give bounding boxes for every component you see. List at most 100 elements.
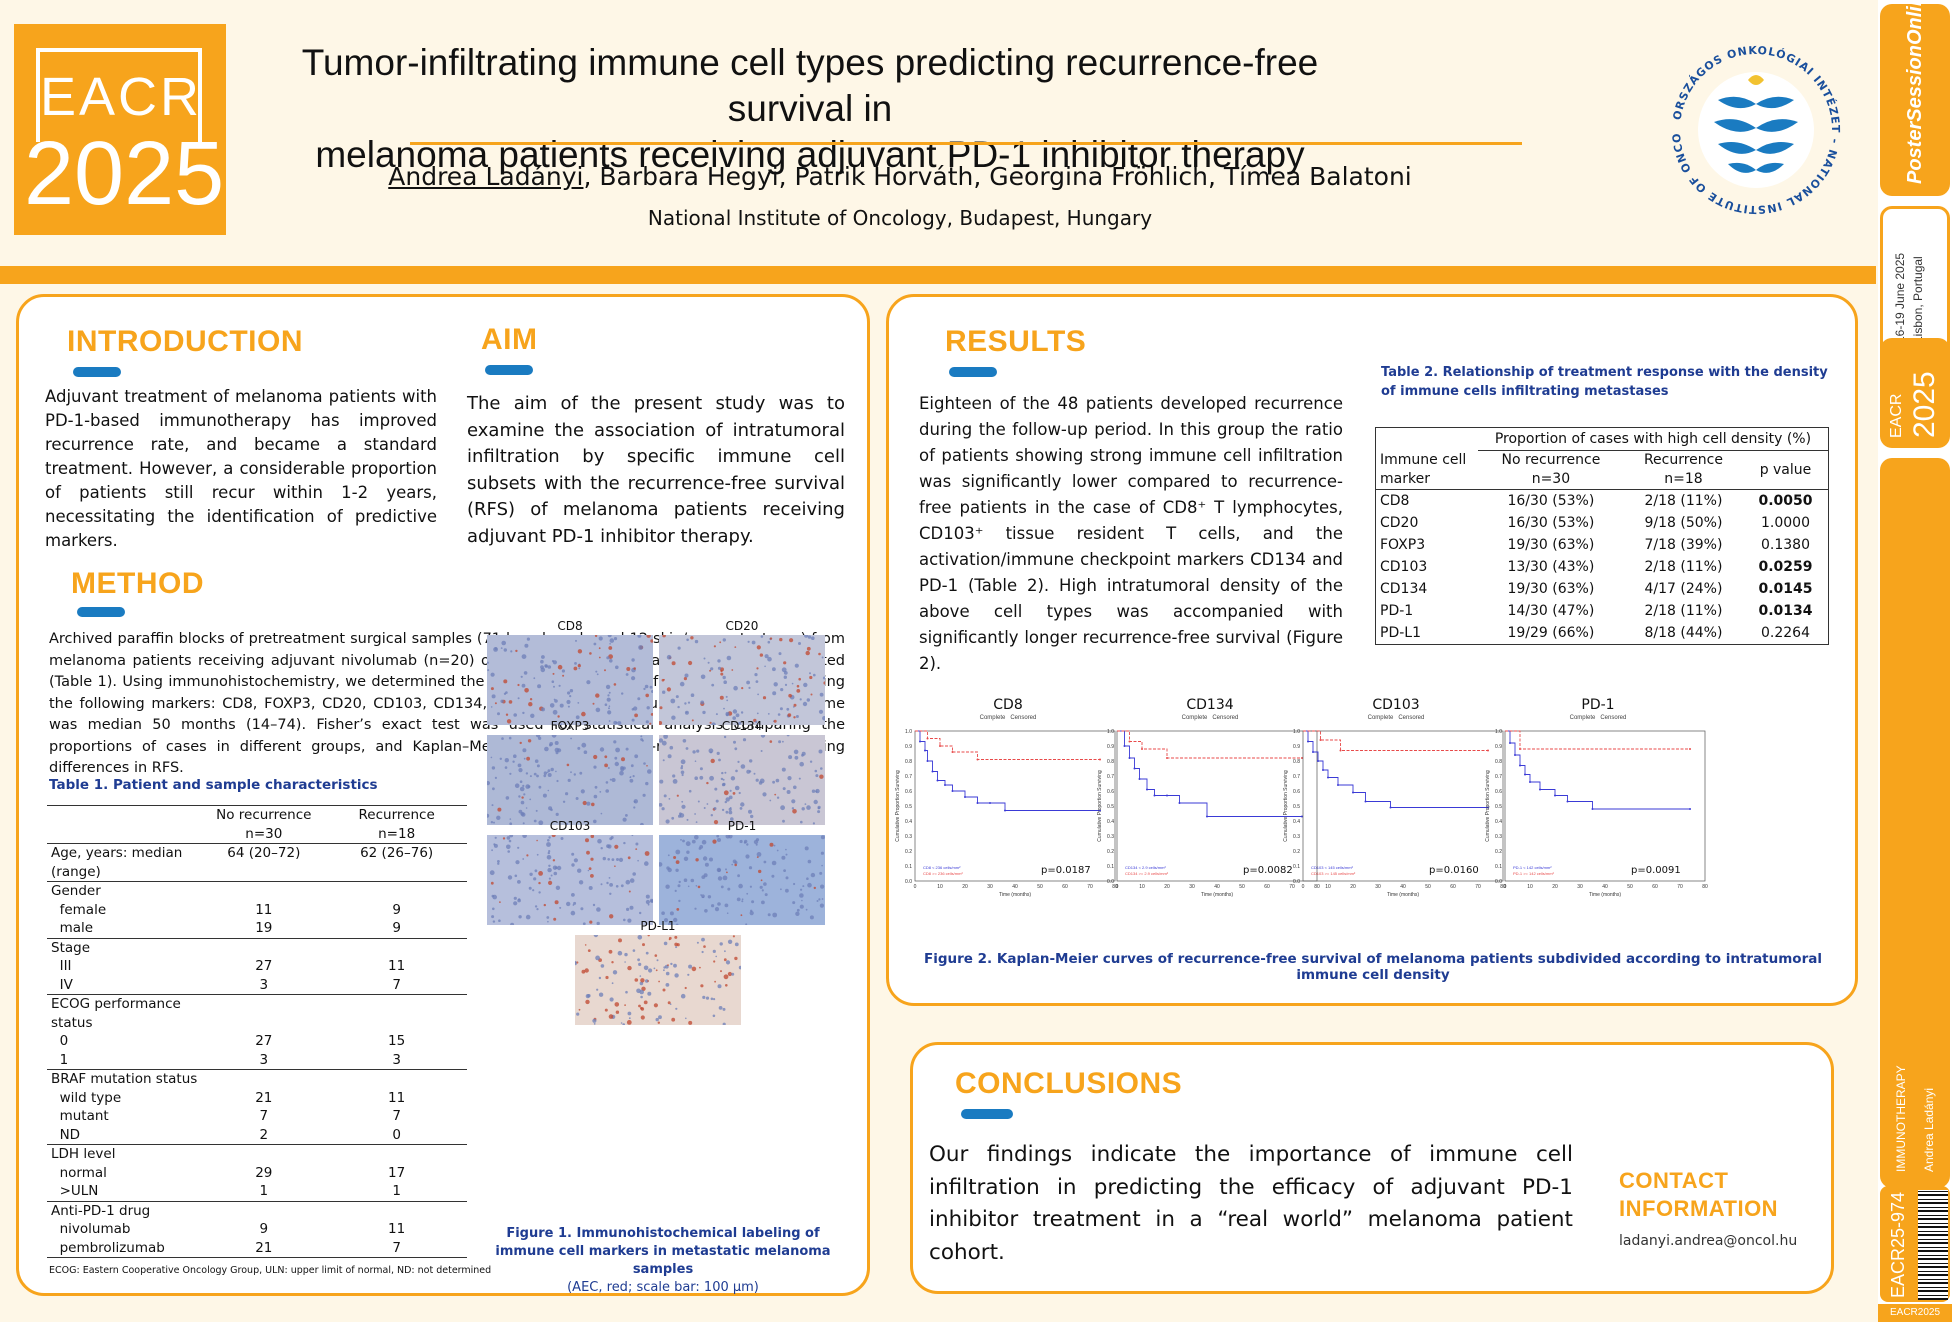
- table1-cell-label: wild type: [51, 1089, 122, 1106]
- km-series-label: CD134 < 2.9 cells/mm²: [1125, 865, 1166, 870]
- eacr-logo: EACR 2025: [14, 24, 226, 235]
- km-point: [976, 802, 979, 804]
- km-point: [1539, 788, 1541, 791]
- km-point: [1123, 745, 1126, 747]
- contact-email[interactable]: ladanyi.andrea@oncol.hu: [1619, 1233, 1798, 1249]
- km-point: [1307, 740, 1309, 743]
- km-chart: CD134 Complete Censored 0 10 20 30 40 50 60 70 80 0…: [1095, 697, 1325, 937]
- km-ytick: 0.0: [1107, 879, 1114, 885]
- brand-text: PosterSessionOnline: [1904, 0, 1926, 184]
- km-ytick: 0.3: [1495, 834, 1502, 840]
- km-ytick: 0.4: [1293, 819, 1300, 825]
- poster-title: Tumor-infiltrating immune cell types pre…: [260, 40, 1360, 178]
- figure1-label: PD-L1: [640, 919, 676, 933]
- km-point: [1337, 784, 1339, 786]
- km-ytick: 0.4: [1107, 819, 1114, 825]
- ihc-image: [575, 935, 741, 1025]
- km-ytick: 0.3: [1107, 834, 1114, 840]
- table1-col1n: n=30: [245, 825, 283, 842]
- table1-cell-value: 11: [388, 1089, 406, 1106]
- km-legend-complete: Complete: [1569, 715, 1596, 721]
- km-pvalue: p=0.0187: [1041, 865, 1091, 876]
- authors: Andrea Ladányi, Barbara Hegyi, Patrik Ho…: [300, 162, 1500, 191]
- km-title: PD-1: [1581, 697, 1615, 713]
- table1-cell-value: [326, 1200, 467, 1220]
- table2-cell-m: CD20: [1380, 515, 1419, 531]
- ihc-image: [659, 735, 825, 825]
- km-point: [1524, 773, 1526, 776]
- km-chart: CD8 Complete Censored 0 10 20 30 40 50 60 70 80 0.0…: [893, 697, 1123, 937]
- km-series-label: CD134 >= 2.9 cells/mm²: [1125, 871, 1169, 876]
- table2-cell-p: 1.0000: [1760, 515, 1810, 531]
- km-xtick: 10: [1139, 884, 1145, 890]
- results-text: Eighteen of the 48 patients developed re…: [919, 394, 1343, 673]
- km-legend: Complete Censored: [1281, 715, 1511, 721]
- table-row: III 27 11: [47, 957, 467, 976]
- km-ytick: 0.3: [905, 834, 912, 840]
- km-point: [1339, 749, 1342, 752]
- km-ytick: 0.3: [1293, 834, 1300, 840]
- km-title: CD134: [1186, 697, 1234, 713]
- km-series-line: [1303, 730, 1488, 751]
- table-row: wild type 21 11: [47, 1089, 467, 1108]
- table1-cell-value: 27: [255, 1033, 273, 1049]
- km-point: [1141, 748, 1143, 750]
- ihc-image: [659, 835, 825, 925]
- km-ytick: 0.8: [905, 759, 912, 765]
- km-series-label: CD8 < 236 cells/mm²: [923, 865, 961, 870]
- km-plot: 0 10 20 30 40 50 60 70 800.00.10.20.30.40.50.60.…: [1485, 729, 1708, 898]
- km-pvalue: p=0.0091: [1631, 865, 1681, 876]
- km-point: [1004, 809, 1006, 812]
- logo-text: EACR: [36, 48, 202, 142]
- km-point: [1487, 749, 1489, 752]
- km-axes: [1302, 730, 1504, 882]
- table1-cell-value: [201, 1069, 327, 1089]
- km-pvalue: p=0.0082: [1243, 865, 1293, 876]
- table1-cell-value: 64 (20–72): [201, 843, 327, 863]
- km-point: [944, 784, 946, 786]
- presenting-author: Andrea Ladányi: [388, 162, 584, 191]
- km-series-line: [1505, 730, 1690, 750]
- sidebar-logo-text: EACR: [1888, 393, 1905, 438]
- barcode: [1918, 1190, 1948, 1300]
- table1-cell-value: 29: [255, 1164, 273, 1181]
- table1-cell-label: BRAF mutation status: [47, 1069, 202, 1089]
- table2-cell-m: PD-1: [1380, 603, 1414, 619]
- table1-cell-value: 7: [392, 1108, 401, 1124]
- km-xtick: 80: [1702, 884, 1708, 890]
- table2-cell-a: 16/30 (53%): [1507, 493, 1595, 509]
- km-xtick: 50: [1627, 884, 1633, 890]
- table1-cell-value: 9: [392, 901, 401, 918]
- method-heading: METHOD: [71, 567, 204, 600]
- contact-heading: CONTACT INFORMATION: [1619, 1168, 1779, 1221]
- km-ytick: 0.7: [905, 774, 912, 780]
- km-point: [1529, 781, 1531, 783]
- km-ytick: 1.0: [1293, 729, 1300, 735]
- table1-cell-label: ND: [51, 1126, 81, 1143]
- table1-cell-label: normal: [51, 1164, 107, 1181]
- table2-h-b1: Recurrence: [1643, 452, 1723, 468]
- km-point: [964, 796, 966, 798]
- figure1-caption-normal: (AEC, red; scale bar: 100 µm): [567, 1280, 759, 1295]
- km-axes: [1504, 730, 1706, 882]
- title-line-1: Tumor-infiltrating immune cell types pre…: [301, 42, 1319, 129]
- km-ylabel: Cumulative Proportion Surviving: [1283, 770, 1289, 842]
- km-series-label: CD103 >= 145 cells/mm²: [1311, 871, 1356, 876]
- table2-cell-a: 19/30 (63%): [1507, 581, 1595, 597]
- table2-cell-p: 0.1380: [1760, 537, 1810, 553]
- table1-cell-label: Stage: [47, 937, 202, 957]
- table1-cell-value: 21: [201, 1238, 327, 1258]
- table1-cell-value: [326, 994, 467, 1014]
- km-point: [1389, 806, 1392, 809]
- km-point: [1153, 794, 1156, 797]
- table1-cell-value: 27: [255, 958, 273, 974]
- km-point: [1166, 757, 1168, 759]
- km-ytick: 0.4: [905, 819, 912, 825]
- table2-cell-p: 0.0050: [1758, 493, 1813, 509]
- km-xtick: 10: [1325, 884, 1331, 890]
- table2-cell-p: 0.0134: [1758, 603, 1813, 619]
- table1-cell-value: [201, 881, 327, 901]
- km-xtick: 30: [987, 884, 993, 890]
- km-point: [1099, 758, 1101, 761]
- event-dates: 16-19 June 2025: [1893, 252, 1907, 343]
